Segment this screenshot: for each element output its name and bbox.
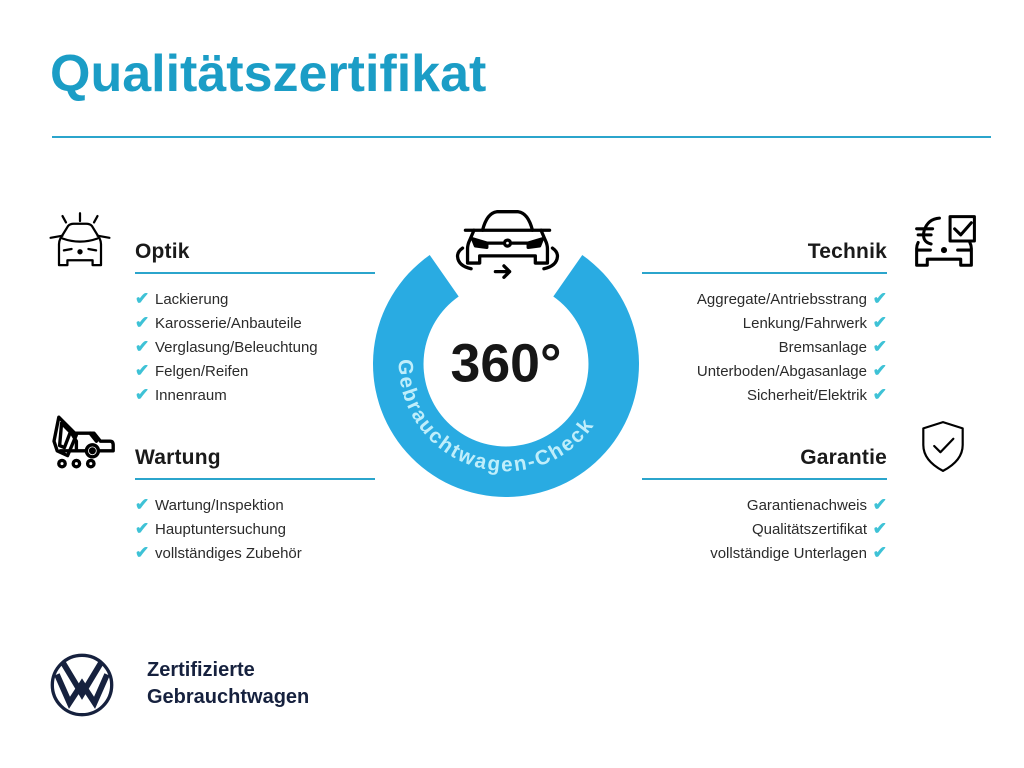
svg-text:360°: 360° [451, 334, 562, 394]
